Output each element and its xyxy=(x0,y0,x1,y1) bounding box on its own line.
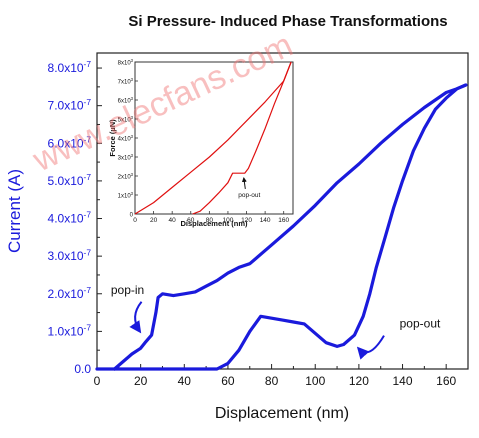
force-unloading-line xyxy=(192,61,292,215)
main-plot-area xyxy=(96,52,469,370)
y-tick-label: 7.0x10-7 xyxy=(48,97,92,113)
annotation-arrow xyxy=(129,301,143,334)
inset-x-tick-label: 140 xyxy=(260,217,271,224)
inset-annotation-arrow xyxy=(241,177,247,189)
y-tick-label: 0.0 xyxy=(74,362,91,376)
x-tick-label: 20 xyxy=(134,374,148,388)
y-tick-label: 5.0x10-7 xyxy=(48,172,92,188)
inset-x-tick-label: 120 xyxy=(241,217,252,224)
y-tick-label: 4.0x10-7 xyxy=(48,210,92,226)
x-tick-label: 0 xyxy=(94,374,101,388)
annotation-label: pop-in xyxy=(111,283,144,297)
y-tick-label: 3.0x10-7 xyxy=(48,247,92,263)
x-axis-label: Displacement (nm) xyxy=(215,405,349,422)
x-tick-label: 100 xyxy=(305,374,325,388)
y-tick-label: 8.0x10-7 xyxy=(48,59,92,75)
inset-x-tick-label: 160 xyxy=(278,217,289,224)
inset-y-tick-label: 2x103 xyxy=(118,172,134,180)
y-axis-label: Current (A) xyxy=(5,169,24,253)
y-tick-label: 6.0x10-7 xyxy=(48,134,92,150)
inset-y-tick-label: 5x103 xyxy=(118,115,134,123)
inset-y-tick-label: 7x103 xyxy=(118,77,134,85)
inset-y-tick-label: 6x103 xyxy=(118,96,134,104)
current-unloading-line xyxy=(95,83,468,371)
main-plot-frame xyxy=(96,52,469,370)
inset-x-tick-label: 40 xyxy=(169,217,177,224)
inset-y-tick-label: 1x103 xyxy=(118,191,134,199)
force-loading-line xyxy=(134,61,292,215)
inset-x-tick-label: 20 xyxy=(150,217,158,224)
x-tick-label: 120 xyxy=(349,374,369,388)
inset-annotation-label: pop-out xyxy=(238,192,260,199)
inset-y-tick-label: 0 xyxy=(130,213,134,219)
inset-y-tick-label: 3x103 xyxy=(118,153,134,161)
inset-plot-frame xyxy=(134,61,294,215)
x-tick-label: 160 xyxy=(436,374,456,388)
x-tick-label: 60 xyxy=(221,374,235,388)
chart-title: Si Pressure- Induced Phase Transformatio… xyxy=(128,13,447,30)
inset-x-tick-label: 80 xyxy=(206,217,214,224)
x-tick-label: 40 xyxy=(178,374,192,388)
annotation-label: pop-out xyxy=(400,317,441,331)
x-tick-label: 140 xyxy=(393,374,413,388)
x-tick-label: 80 xyxy=(265,374,279,388)
inset-x-axis-label: Displacement (nm) xyxy=(180,219,248,228)
inset-x-tick-label: 0 xyxy=(133,217,137,224)
inset-x-tick-label: 100 xyxy=(223,217,234,224)
inset-chart xyxy=(134,61,294,215)
inset-y-axis-label: Force (µN) xyxy=(108,119,117,157)
annotation-arrow xyxy=(356,335,385,360)
y-tick-label: 1.0x10-7 xyxy=(48,323,92,339)
current-loading-line xyxy=(112,83,468,371)
inset-x-tick-label: 60 xyxy=(187,217,195,224)
y-tick-label: 2.0x10-7 xyxy=(48,285,92,301)
inset-y-tick-label: 4x103 xyxy=(118,134,134,142)
inset-y-tick-label: 8x103 xyxy=(118,58,134,66)
